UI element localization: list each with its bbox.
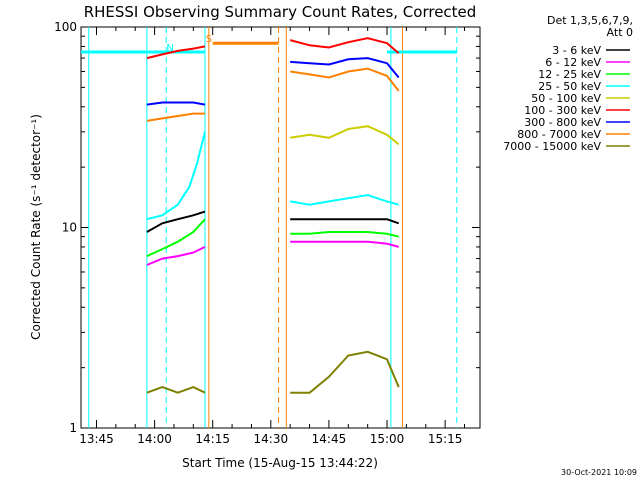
legend-entry-label: 300 - 800 keV bbox=[524, 116, 601, 129]
legend-entry-label: 3 - 6 keV bbox=[552, 44, 601, 57]
y-tick-label: 100 bbox=[54, 20, 77, 34]
legend-header-line-1: Det 1,3,5,6,7,9, bbox=[547, 14, 633, 27]
chart-title: RHESSI Observing Summary Count Rates, Co… bbox=[84, 3, 477, 21]
footer-date: 30-Oct-2021 10:09 bbox=[561, 468, 637, 477]
plot-area: 13:45 14:00 14:15 14:30 14:45 15:00 15:15 1 10 10… bbox=[54, 20, 481, 446]
series-line bbox=[146, 210, 206, 233]
flag-label: S bbox=[206, 34, 212, 45]
legend-entry-label: 6 - 12 keV bbox=[545, 56, 601, 69]
legend-entry-label: 7000 - 15000 keV bbox=[503, 140, 601, 153]
series-line bbox=[146, 386, 206, 394]
series-line bbox=[290, 194, 399, 206]
series-line bbox=[289, 37, 400, 54]
x-tick-label: 13:45 bbox=[79, 432, 114, 446]
x-axis-label: Start Time (15-Aug-15 13:44:22) bbox=[182, 456, 378, 470]
plot-frame bbox=[80, 26, 481, 429]
series-line bbox=[146, 45, 206, 60]
legend-header-line-2: Att 0 bbox=[607, 26, 633, 39]
x-tick-label: 15:00 bbox=[370, 432, 405, 446]
series-line bbox=[146, 112, 205, 122]
series-line bbox=[290, 218, 400, 225]
x-tick-label: 14:30 bbox=[254, 432, 289, 446]
y-tick-label: 10 bbox=[62, 221, 77, 235]
series-line bbox=[290, 350, 400, 394]
x-tick-label: 14:45 bbox=[312, 432, 347, 446]
series-line bbox=[290, 125, 400, 146]
series-line bbox=[146, 101, 206, 106]
series-line bbox=[290, 67, 400, 92]
legend-entry-label: 100 - 300 keV bbox=[524, 104, 601, 117]
y-axis-label: Corrected Count Rate (s⁻¹ detector⁻¹) bbox=[29, 114, 43, 340]
series-line bbox=[290, 240, 399, 248]
series-line bbox=[290, 231, 399, 238]
series-line bbox=[290, 57, 400, 79]
series-line bbox=[146, 246, 206, 266]
x-tick-label: 14:00 bbox=[137, 432, 172, 446]
series-line bbox=[146, 218, 206, 258]
flag-label: N bbox=[166, 43, 173, 54]
legend-entry-label: 50 - 100 keV bbox=[531, 92, 601, 105]
x-tick-label: 15:15 bbox=[428, 432, 463, 446]
x-tick-label: 14:15 bbox=[195, 432, 230, 446]
legend-entry-label: 800 - 7000 keV bbox=[517, 128, 601, 141]
series-line bbox=[146, 131, 206, 221]
y-tick-label: 1 bbox=[69, 421, 77, 435]
legend-entry-label: 25 - 50 keV bbox=[538, 80, 601, 93]
legend-entry-label: 12 - 25 keV bbox=[538, 68, 601, 81]
